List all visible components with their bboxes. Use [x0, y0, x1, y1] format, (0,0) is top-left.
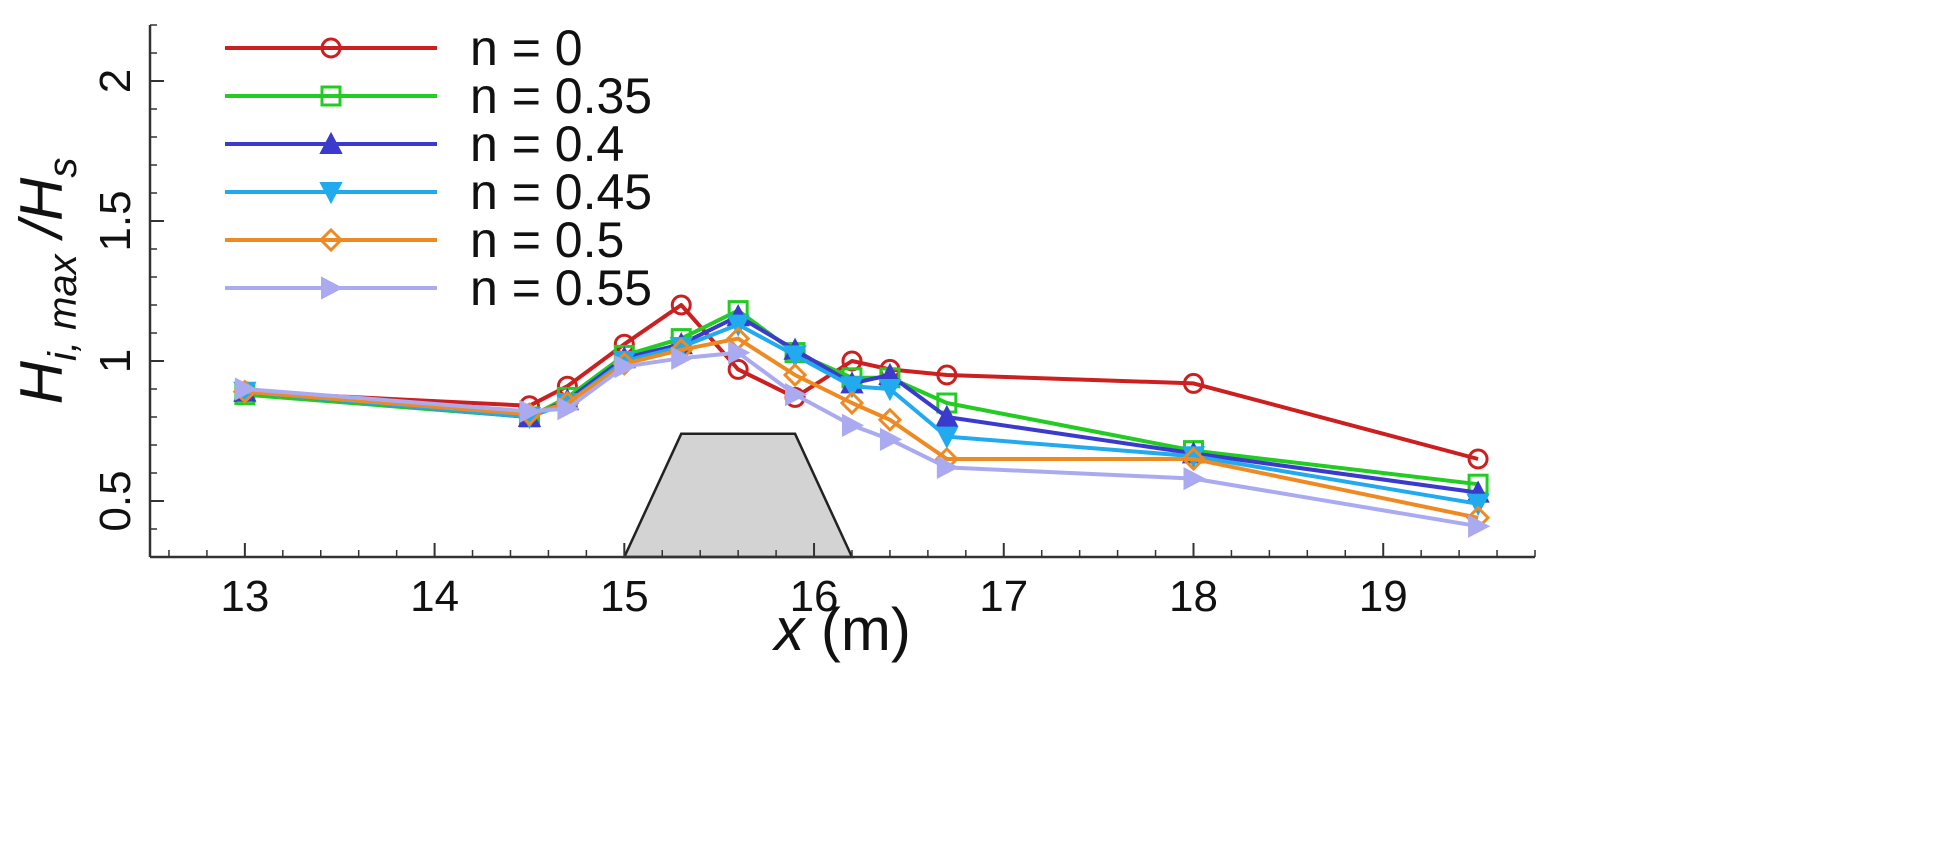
legend-marker	[321, 276, 344, 300]
trapezoid-structure	[622, 432, 854, 559]
x-tick-label: 17	[979, 572, 1028, 621]
data-point	[727, 358, 749, 380]
legend-item: n = 0.35	[225, 68, 652, 124]
data-point	[234, 377, 258, 401]
y-axis-title-sub: i, max	[41, 252, 85, 361]
data-point	[936, 364, 958, 386]
x-tick-label: 14	[410, 572, 459, 621]
legend-label: n = 0.55	[470, 260, 652, 316]
legend-marker	[318, 227, 344, 253]
data-point	[878, 379, 902, 402]
data-point	[614, 354, 637, 379]
x-tick-label: 16	[790, 572, 839, 621]
y-axis-title-main: H	[8, 360, 75, 404]
data-point	[1183, 466, 1206, 491]
data-point	[519, 399, 542, 424]
x-axis-title-unit: (m)	[804, 596, 911, 663]
legend-marker	[320, 37, 342, 59]
data-point	[670, 294, 692, 316]
data-point	[726, 314, 750, 337]
legend-item: n = 0	[225, 20, 583, 76]
y-axis-title-sub2: s	[41, 158, 85, 178]
y-axis-title-slash: /H	[8, 177, 75, 254]
x-tick-label: 15	[600, 572, 649, 621]
y-tick-label: 1	[91, 349, 140, 373]
data-point	[839, 390, 865, 416]
series-5	[234, 340, 1491, 538]
data-point	[1467, 448, 1489, 470]
x-tick-label: 18	[1169, 572, 1218, 621]
series-layer	[232, 294, 1491, 538]
legend-marker	[319, 182, 343, 205]
data-point	[879, 427, 903, 452]
legend: n = 0n = 0.35n = 0.4n = 0.45n = 0.5n = 0…	[225, 20, 652, 316]
y-tick-label: 2	[91, 69, 140, 93]
data-point	[783, 345, 807, 368]
y-axis-title: Hi, max /Hs	[8, 158, 85, 405]
data-point	[936, 455, 959, 480]
data-point	[728, 340, 751, 365]
legend-label: n = 0	[470, 20, 583, 76]
data-point	[557, 396, 580, 421]
series-line	[244, 308, 1479, 487]
data-point	[935, 404, 959, 427]
data-point	[1466, 493, 1490, 516]
legend-label: n = 0.35	[470, 68, 652, 124]
data-point	[1468, 514, 1491, 538]
x-tick-label: 19	[1359, 572, 1408, 621]
series-3	[233, 314, 1490, 516]
data-point	[840, 376, 864, 399]
data-point	[1182, 372, 1204, 394]
legend-item: n = 0.5	[225, 212, 624, 268]
legend-label: n = 0.45	[470, 164, 652, 220]
legend-item: n = 0.4	[225, 116, 624, 172]
data-point	[1181, 446, 1206, 472]
legend-label: n = 0.4	[470, 116, 624, 172]
data-point	[841, 413, 865, 438]
legend-marker	[320, 85, 342, 107]
x-tick-label: 13	[220, 572, 269, 621]
x-axis-title: x (m)	[771, 596, 911, 663]
data-point	[785, 382, 808, 407]
series-1	[234, 300, 1489, 495]
series-line	[244, 322, 1479, 506]
ticks: 13 14 15 16 17 18 19 0.5 1 1.5 2	[91, 24, 1536, 621]
y-tick-label: 0.5	[91, 470, 140, 531]
structure-layer	[622, 432, 854, 559]
data-point	[782, 362, 808, 388]
legend-item: n = 0.45	[225, 164, 652, 220]
data-point	[935, 426, 959, 449]
legend-item: n = 0.55	[225, 260, 652, 316]
legend-label: n = 0.5	[470, 212, 624, 268]
x-axis-title-var: x	[771, 596, 806, 663]
axes	[148, 25, 1535, 559]
y-tick-label: 1.5	[91, 190, 140, 251]
legend-marker	[319, 131, 343, 154]
data-point	[671, 346, 694, 370]
data-point	[877, 407, 903, 432]
